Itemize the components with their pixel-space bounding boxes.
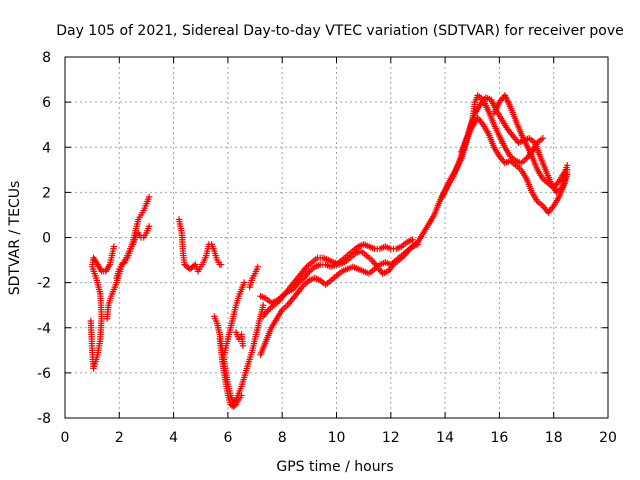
y-tick-label: 8 <box>42 50 51 66</box>
data-point <box>110 243 118 250</box>
data-point <box>231 402 238 409</box>
y-tick-label: -4 <box>37 321 51 337</box>
data-point <box>238 392 245 399</box>
x-tick-label: 10 <box>328 430 346 446</box>
x-tick-label: 4 <box>169 430 178 446</box>
x-tick-label: 8 <box>278 430 287 446</box>
data-points <box>87 92 571 410</box>
x-tick-label: 0 <box>61 430 70 446</box>
x-tick-label: 2 <box>115 430 124 446</box>
y-tick-label: -2 <box>37 276 51 292</box>
y-tick-label: 6 <box>42 95 51 111</box>
data-point <box>145 193 153 201</box>
x-tick-label: 20 <box>599 430 617 446</box>
y-axis-title: SDTVAR / TECUs <box>7 181 23 296</box>
chart-title: Day 105 of 2021, Sidereal Day-to-day VTE… <box>56 23 624 39</box>
data-point <box>239 342 247 349</box>
grid-lines <box>65 57 608 418</box>
y-tick-label: 0 <box>42 231 51 247</box>
x-tick-label: 12 <box>382 430 400 446</box>
data-point <box>120 260 127 267</box>
y-tick-label: 2 <box>42 185 51 201</box>
y-tick-label: -8 <box>37 411 51 427</box>
data-point <box>409 236 416 243</box>
x-tick-label: 18 <box>545 430 563 446</box>
y-tick-label: -6 <box>37 366 51 382</box>
data-point <box>145 223 153 230</box>
data-point <box>564 162 571 169</box>
x-tick-label: 6 <box>223 430 232 446</box>
x-tick-label: 16 <box>490 430 508 446</box>
x-tick-label: 14 <box>436 430 454 446</box>
data-point <box>259 301 267 309</box>
y-tick-label: 4 <box>42 140 51 156</box>
axis-ticks: 0 2 4 6 8 10 12 14 16 18 20 -8 -6 -4 -2 0 2 4 6 8 <box>37 50 617 446</box>
x-axis-title: GPS time / hours <box>276 459 393 475</box>
data-point <box>539 135 547 142</box>
data-point <box>217 261 225 268</box>
plot-frame <box>64 56 609 419</box>
data-point <box>240 279 248 286</box>
data-point <box>254 263 261 271</box>
